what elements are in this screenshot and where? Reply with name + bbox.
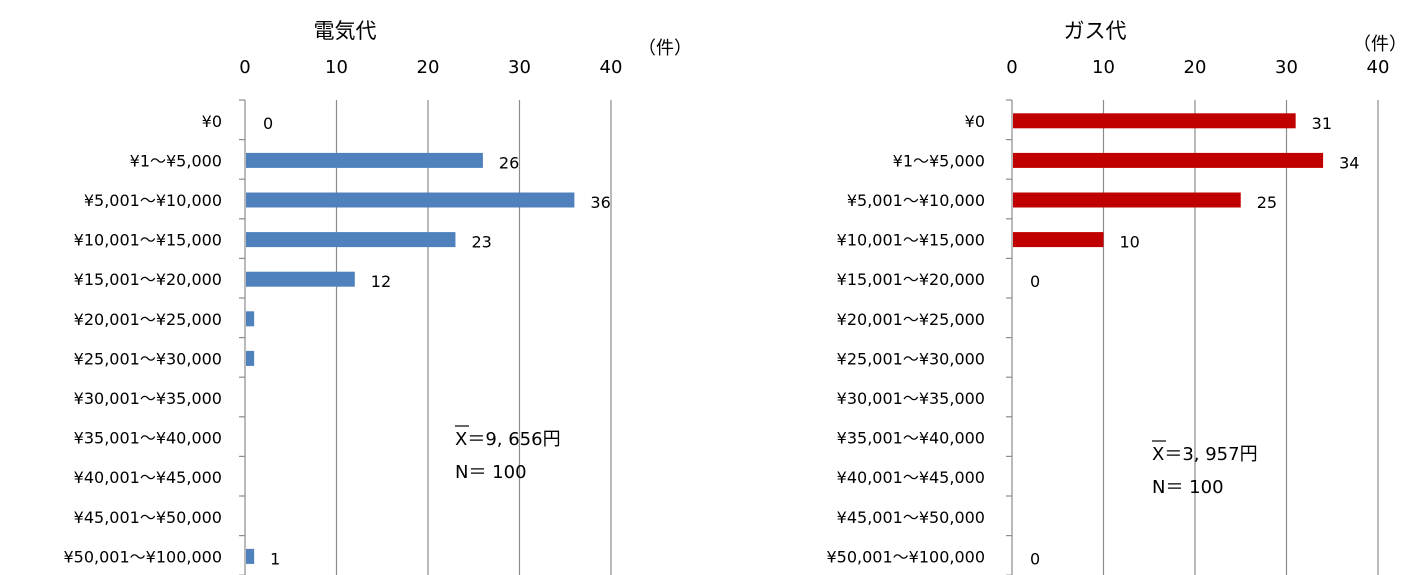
data-label: 25: [1257, 193, 1277, 212]
x-tick-label: 40: [600, 57, 623, 78]
bar: [1013, 192, 1241, 208]
category-label: ¥25,001〜¥30,000: [837, 349, 985, 368]
category-label: ¥30,001〜¥35,000: [74, 389, 222, 408]
n-stat: N＝ 100: [455, 462, 527, 483]
bar: [246, 271, 355, 287]
electricity-chart: 電気代 （件） 0 10 20 30 40 ¥0 0 ¥1〜¥5,000 26 ¥5,001〜¥10,…: [63, 19, 692, 575]
data-label: 36: [590, 193, 610, 212]
x-tick-label: 20: [417, 57, 440, 78]
category-label: ¥35,001〜¥40,000: [74, 429, 222, 448]
data-label: 26: [499, 153, 519, 172]
category-label: ¥15,001〜¥20,000: [74, 270, 222, 289]
chart-title: ガス代: [1064, 19, 1127, 43]
category-label: ¥0: [202, 112, 222, 131]
bar: [246, 311, 255, 327]
bar: [1013, 232, 1104, 248]
data-label: 34: [1339, 153, 1359, 172]
bar: [246, 192, 575, 208]
data-label: 12: [371, 272, 391, 291]
category-label: ¥15,001〜¥20,000: [837, 270, 985, 289]
x-tick-label: 10: [325, 57, 348, 78]
x-tick-label: 20: [1184, 57, 1207, 78]
bar: [1013, 152, 1324, 168]
category-label: ¥40,001〜¥45,000: [74, 468, 222, 487]
n-stat: N＝ 100: [1152, 477, 1224, 498]
bar: [246, 350, 255, 366]
category-label: ¥10,001〜¥15,000: [837, 231, 985, 250]
data-label: 0: [1030, 272, 1040, 291]
category-label: ¥50,001〜¥100,000: [826, 547, 985, 566]
category-label: ¥45,001〜¥50,000: [837, 508, 985, 527]
data-label: 23: [471, 233, 491, 252]
data-label: 10: [1120, 233, 1140, 252]
category-label: ¥25,001〜¥30,000: [74, 349, 222, 368]
axis-unit-label: （件）: [638, 38, 692, 59]
bar: [246, 152, 483, 168]
x-tick-label: 30: [1275, 57, 1298, 78]
bar: [246, 232, 456, 248]
mean-stat: X＝3, 957円: [1152, 444, 1258, 465]
category-label: ¥30,001〜¥35,000: [837, 389, 985, 408]
category-label: ¥1〜¥5,000: [893, 151, 985, 170]
x-tick-label: 0: [1006, 57, 1017, 78]
category-label: ¥40,001〜¥45,000: [837, 468, 985, 487]
category-label: ¥20,001〜¥25,000: [837, 310, 985, 329]
category-label: ¥45,001〜¥50,000: [74, 508, 222, 527]
bar: [1013, 113, 1296, 129]
axis-unit-label: （件）: [1353, 34, 1407, 55]
category-label: ¥5,001〜¥10,000: [84, 191, 222, 210]
category-label: ¥0: [965, 112, 985, 131]
data-label: 31: [1312, 114, 1332, 133]
category-label: ¥50,001〜¥100,000: [63, 547, 222, 566]
x-tick-label: 0: [239, 57, 250, 78]
x-tick-label: 30: [508, 57, 531, 78]
category-label: ¥5,001〜¥10,000: [847, 191, 985, 210]
data-label: 1: [270, 549, 280, 568]
category-label: ¥1〜¥5,000: [130, 151, 222, 170]
data-label: 0: [1030, 549, 1040, 568]
data-label: 0: [263, 114, 273, 133]
x-tick-label: 10: [1092, 57, 1115, 78]
x-tick-label: 40: [1367, 57, 1390, 78]
category-label: ¥35,001〜¥40,000: [837, 429, 985, 448]
gas-chart: ガス代 （件） 0 10 20 30 40 ¥0 31 ¥1〜¥5,000 34 ¥5,001〜¥10…: [826, 19, 1407, 575]
bar: [246, 548, 255, 564]
category-label: ¥10,001〜¥15,000: [74, 231, 222, 250]
mean-stat: X＝9, 656円: [455, 429, 561, 450]
category-label: ¥20,001〜¥25,000: [74, 310, 222, 329]
chart-title: 電気代: [314, 19, 377, 43]
